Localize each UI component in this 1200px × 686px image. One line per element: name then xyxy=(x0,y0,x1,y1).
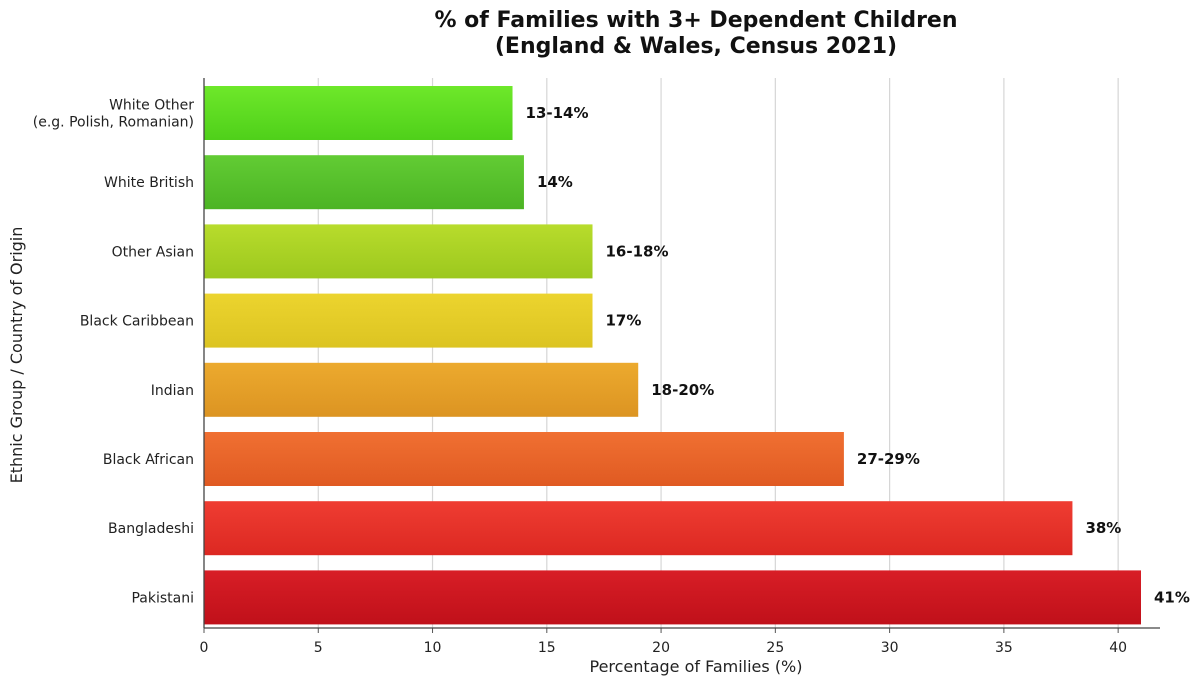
bar-black-african xyxy=(204,432,844,486)
category-label-other-asian: Other Asian xyxy=(112,244,194,260)
bars xyxy=(204,86,1141,625)
category-label-black-african: Black African xyxy=(103,452,194,468)
x-tick-label-0: 0 xyxy=(200,640,209,656)
bar-black-caribbean xyxy=(204,293,593,348)
data-label-black-caribbean: 17% xyxy=(606,312,642,330)
bar-white-british xyxy=(204,155,524,210)
data-label-pakistani: 41% xyxy=(1154,588,1190,606)
data-label-bangladeshi: 38% xyxy=(1085,519,1121,537)
x-tick-label-25: 25 xyxy=(766,640,784,656)
category-label-black-caribbean: Black Caribbean xyxy=(80,314,194,330)
chart-title-line-1: % of Families with 3+ Dependent Children xyxy=(434,8,957,33)
data-label-black-african: 27-29% xyxy=(857,450,920,468)
bar-indian xyxy=(204,362,639,417)
x-tick-label-30: 30 xyxy=(881,640,899,656)
bar-white-other xyxy=(204,86,513,140)
x-tick-label-35: 35 xyxy=(995,640,1013,656)
bar-bangladeshi xyxy=(204,501,1073,556)
axes xyxy=(203,78,1160,633)
data-label-white-british: 14% xyxy=(537,173,573,191)
y-axis-title: Ethnic Group / Country of Origin xyxy=(7,227,26,484)
chart-title-line-2: (England & Wales, Census 2021) xyxy=(495,34,897,59)
x-axis-title: Percentage of Families (%) xyxy=(589,657,802,676)
x-tick-label-20: 20 xyxy=(652,640,670,656)
data-label-other-asian: 16-18% xyxy=(606,242,669,260)
x-tick-label-5: 5 xyxy=(314,640,323,656)
category-label-white-other-line-1: White Other xyxy=(109,98,194,114)
labels: 0 5 10 15 20 25 30 35 40 13-14% White Other(e.g. P… xyxy=(33,98,1190,657)
data-label-white-other: 13-14% xyxy=(526,104,589,122)
category-label-indian: Indian xyxy=(151,383,194,399)
category-label-bangladeshi: Bangladeshi xyxy=(108,521,194,537)
x-tick-label-40: 40 xyxy=(1109,640,1127,656)
x-tick-label-10: 10 xyxy=(424,640,442,656)
category-label-white-british: White British xyxy=(104,175,194,191)
category-label-pakistani: Pakistani xyxy=(131,590,194,606)
bar-other-asian xyxy=(204,224,593,279)
data-label-indian: 18-20% xyxy=(651,381,714,399)
category-label-white-other-line-2: (e.g. Polish, Romanian) xyxy=(33,115,194,131)
bar-pakistani xyxy=(204,570,1141,625)
x-tick-label-15: 15 xyxy=(538,640,556,656)
